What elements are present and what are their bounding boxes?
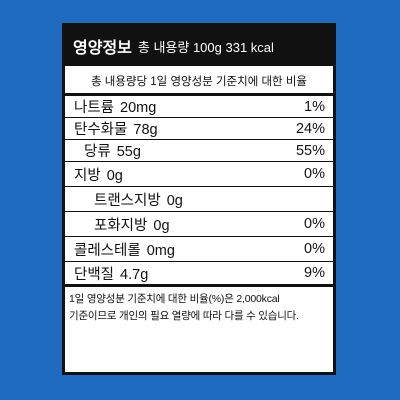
label-title: 영양정보 xyxy=(73,40,132,57)
label-total-content: 총 내용량 100g 331 kcal xyxy=(137,39,274,55)
nutrient-row: 당류 55g 55% xyxy=(65,140,333,162)
nutrition-facts-label: 영양정보 총 내용량 100g 331 kcal 총 내용량당 1일 영양성분 … xyxy=(62,23,336,375)
nutrient-row: 탄수화물 78g 24% xyxy=(65,118,333,140)
nutrient-percent: 0% xyxy=(304,216,325,232)
nutrient-amount: 20mg xyxy=(120,100,157,116)
nutrient-percent: 0% xyxy=(304,166,325,182)
nutrient-amount: 0g xyxy=(106,167,123,184)
nutrient-name-amount: 탄수화물 78g xyxy=(74,118,158,139)
nutrient-percent: 9% xyxy=(304,265,325,281)
nutrient-name: 당류 xyxy=(84,144,111,160)
reference-note: 총 내용량당 1일 영양성분 기준치에 대한 비율 xyxy=(65,69,333,96)
nutrient-name: 탄수화물 xyxy=(74,122,128,138)
nutrient-amount: 55g xyxy=(116,144,141,160)
nutrient-percent: 24% xyxy=(295,120,325,137)
nutrient-amount: 0mg xyxy=(146,242,175,259)
nutrient-percent: 55% xyxy=(295,142,325,159)
nutrient-name-amount: 지방 0g xyxy=(74,164,123,185)
nutrient-name: 단백질 xyxy=(74,266,115,283)
footnote-line-1: 1일 영양성분 기준치에 대한 비율(%)은 2,000kcal xyxy=(69,293,280,305)
nutrient-name-amount: 포화지방 0g xyxy=(74,214,170,235)
nutrient-name: 트랜스지방 xyxy=(94,192,161,209)
nutrient-list: 나트륨 20mg 1% 탄수화물 78g 24% 당류 55g 55% 지방 0g 0% 트랜스지방 0g… xyxy=(65,96,333,287)
nutrient-row: 나트륨 20mg 1% xyxy=(65,96,333,118)
nutrient-row: 지방 0g 0% xyxy=(65,162,333,187)
nutrient-amount: 4.7g xyxy=(120,266,149,283)
nutrient-name-amount: 당류 55g xyxy=(74,140,141,161)
label-header: 영양정보 총 내용량 100g 331 kcal xyxy=(65,26,333,66)
nutrient-name-amount: 트랜스지방 0g xyxy=(74,189,183,210)
nutrient-name-amount: 단백질 4.7g xyxy=(74,263,148,284)
nutrient-amount: 78g xyxy=(133,122,158,138)
nutrient-percent: 0% xyxy=(304,241,325,257)
nutrient-row: 콜레스테롤 0mg 0% xyxy=(65,237,333,262)
footnote-line-2: 기준이므로 개인의 필요 열량에 따라 다를 수 있습니다. xyxy=(69,310,299,322)
nutrient-percent: 1% xyxy=(304,98,325,115)
nutrient-row: 단백질 4.7g 9% xyxy=(65,262,333,287)
nutrient-amount: 0g xyxy=(166,192,183,209)
nutrient-name: 지방 xyxy=(74,167,101,184)
nutrient-name: 나트륨 xyxy=(74,100,115,116)
nutrient-amount: 0g xyxy=(153,217,170,234)
nutrient-row: 트랜스지방 0g xyxy=(65,187,333,212)
footnote: 1일 영양성분 기준치에 대한 비율(%)은 2,000kcal 기준이므로 개… xyxy=(65,287,333,325)
nutrient-row: 포화지방 0g 0% xyxy=(65,212,333,237)
nutrient-name: 포화지방 xyxy=(94,217,148,234)
nutrient-name: 콜레스테롤 xyxy=(74,242,141,259)
nutrient-name-amount: 나트륨 20mg xyxy=(74,96,156,117)
nutrient-name-amount: 콜레스테롤 0mg xyxy=(74,239,175,260)
